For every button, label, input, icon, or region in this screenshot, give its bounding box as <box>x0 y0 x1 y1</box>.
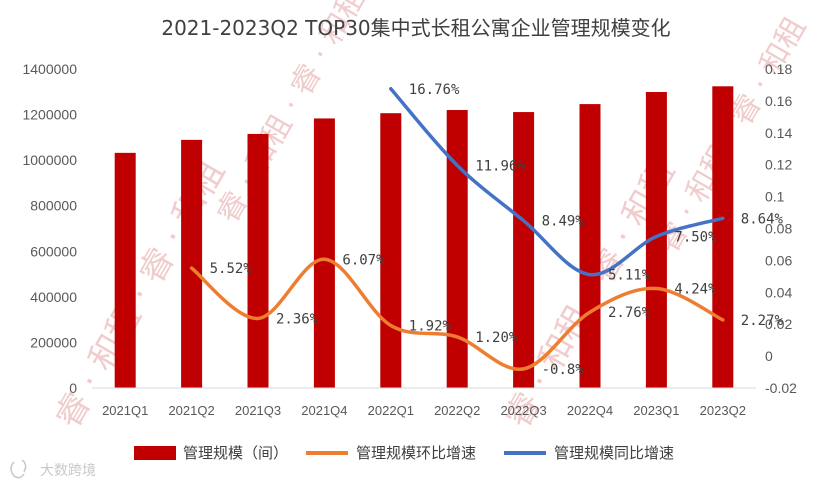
chart-title: 2021-2023Q2 TOP30集中式长租公寓企业管理规模变化 <box>161 16 670 40</box>
legend-label-mom: 管理规模环比增速 <box>356 444 476 462</box>
line-series <box>189 87 725 371</box>
right-axis: -0.02 0 0.02 0.04 0.06 0.08 0.1 0.12 0.14 0.16 0.1… <box>765 61 797 396</box>
watermark: 睿 · 和租 · 睿 · 和租睿 · 和租 · 睿 · 和租睿 · 和租 · 睿… <box>48 0 814 435</box>
left-axis: 0 200000 400000 600000 800000 1000000 1200000 1… <box>22 61 77 396</box>
left-tick-label: 1200000 <box>22 107 77 123</box>
x-tick-label: 2023Q2 <box>700 403 746 418</box>
right-tick-label: 0.04 <box>765 284 792 300</box>
bar-2022Q3 <box>513 112 535 388</box>
bar-2021Q4 <box>313 118 335 388</box>
bar-2022Q4 <box>579 104 601 388</box>
x-tick-label: 2022Q2 <box>434 403 480 418</box>
right-tick-label: 0.18 <box>765 61 792 77</box>
legend: 管理规模（间） 管理规模环比增速 管理规模同比增速 <box>134 444 674 462</box>
data-label: 6.07% <box>342 252 385 268</box>
right-tick-label: 0.16 <box>765 93 792 109</box>
right-tick-label: 0.1 <box>765 189 785 205</box>
data-label: -0.8% <box>542 362 585 378</box>
data-labels: 5.52% 2.36% 6.07% 1.92% 1.20% -0.8% 2.76% 4.24%… <box>210 82 784 378</box>
data-label: 7.50% <box>674 229 717 245</box>
right-tick-label: 0.02 <box>765 316 792 332</box>
right-tick-label: 0.14 <box>765 125 792 141</box>
right-tick-label: 0.06 <box>765 252 792 268</box>
data-label: 5.52% <box>210 261 253 277</box>
data-label: 11.96% <box>475 158 526 174</box>
x-axis: 2021Q1 2021Q2 2021Q3 2021Q4 2022Q1 2022Q2 2022… <box>102 403 746 418</box>
right-tick-label: 0.08 <box>765 221 792 237</box>
data-label: 16.76% <box>409 82 460 98</box>
data-label: 4.24% <box>674 281 717 297</box>
right-tick-label: 0.12 <box>765 157 792 173</box>
data-label: 2.36% <box>276 311 319 327</box>
line-mom <box>189 257 725 371</box>
legend-label-bars: 管理规模（间） <box>183 444 288 462</box>
legend-label-yoy: 管理规模同比增速 <box>554 444 674 462</box>
right-tick-label: -0.02 <box>765 380 797 396</box>
data-label: 1.92% <box>409 318 452 334</box>
bar-2021Q1 <box>114 152 136 388</box>
left-tick-label: 800000 <box>30 198 77 214</box>
data-label: 8.49% <box>542 214 585 230</box>
footer-brand-text: 大数跨境 <box>40 463 96 479</box>
left-tick-label: 200000 <box>30 334 77 350</box>
left-tick-label: 1000000 <box>22 152 77 168</box>
data-label: 2.76% <box>608 305 651 321</box>
line-yoy <box>389 87 725 277</box>
legend-swatch-bars <box>134 446 176 460</box>
data-label: 8.64% <box>741 211 784 227</box>
left-tick-label: 400000 <box>30 289 77 305</box>
bar-2022Q2 <box>446 110 468 388</box>
x-tick-label: 2022Q3 <box>500 403 546 418</box>
right-tick-label: 0 <box>765 348 773 364</box>
bar-2023Q1 <box>645 92 667 388</box>
footer-brand: 大数跨境 <box>10 459 96 479</box>
bar-2021Q2 <box>181 139 203 388</box>
bar-2022Q1 <box>380 113 402 388</box>
left-tick-label: 0 <box>69 380 77 396</box>
x-tick-label: 2021Q2 <box>168 403 214 418</box>
bar-2023Q2 <box>712 86 734 389</box>
x-tick-label: 2021Q4 <box>301 403 347 418</box>
x-tick-label: 2023Q1 <box>633 403 679 418</box>
bar-series <box>114 86 734 389</box>
data-label: 1.20% <box>475 330 518 346</box>
data-label: 5.11% <box>608 268 651 284</box>
x-tick-label: 2021Q3 <box>235 403 281 418</box>
left-tick-label: 600000 <box>30 243 77 259</box>
data-label: 2.27% <box>741 313 784 329</box>
bar-2021Q3 <box>247 133 269 388</box>
logo-icon <box>10 459 27 479</box>
left-tick-label: 1400000 <box>22 61 77 77</box>
x-tick-label: 2022Q4 <box>567 403 613 418</box>
x-tick-label: 2022Q1 <box>368 403 414 418</box>
x-tick-label: 2021Q1 <box>102 403 148 418</box>
